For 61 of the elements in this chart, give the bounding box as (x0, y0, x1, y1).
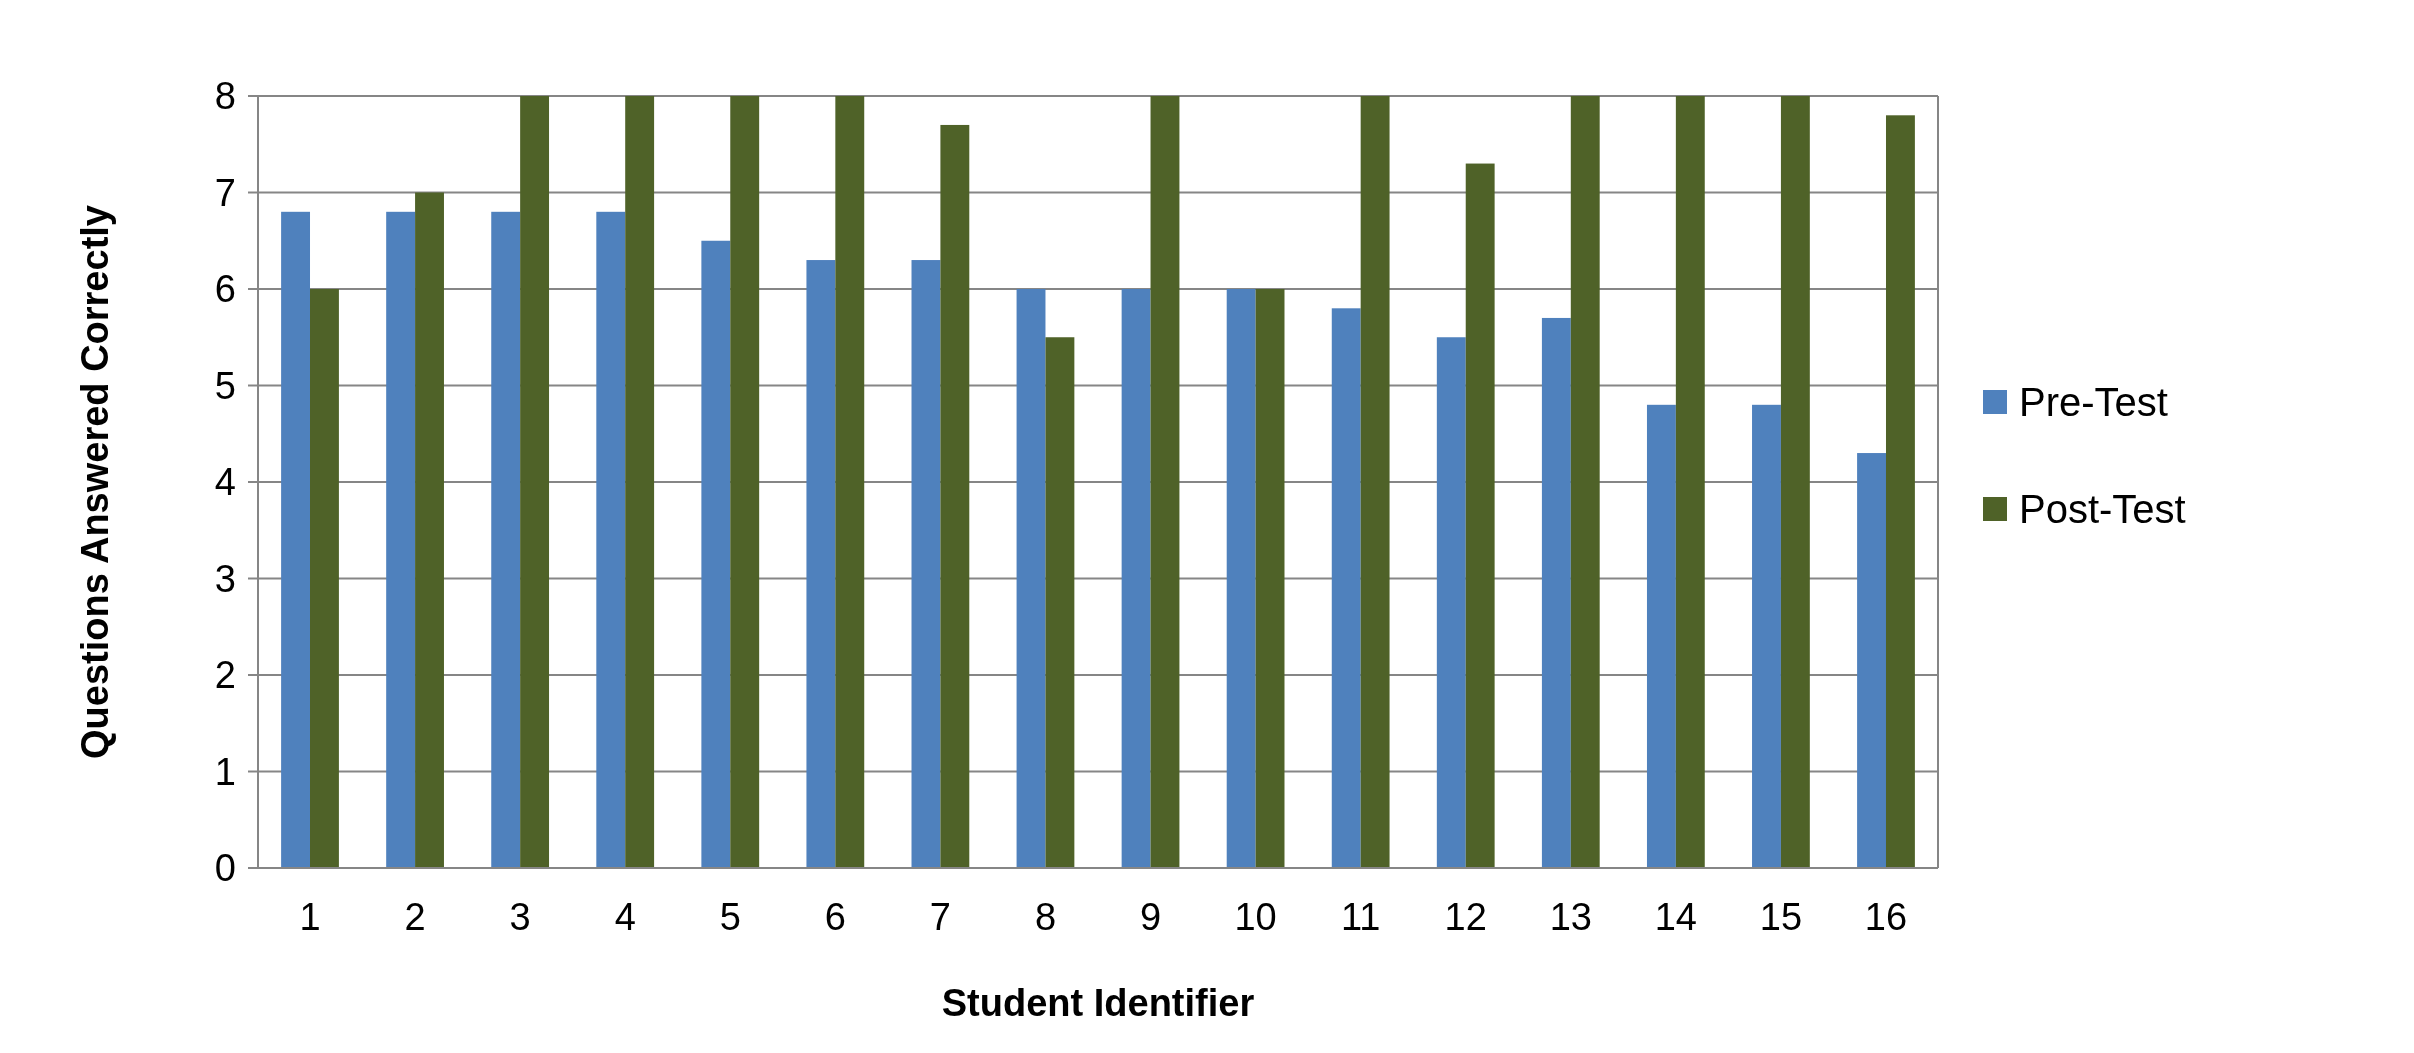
legend-label: Post-Test (2019, 487, 2186, 531)
bar (1465, 163, 1495, 868)
y-tick-label: 3 (214, 557, 236, 600)
y-axis-title: Questions Answered Correctly (74, 205, 116, 759)
bar (1255, 289, 1285, 868)
bar (625, 96, 655, 868)
bar (1045, 337, 1075, 868)
x-tick-label: 3 (509, 896, 531, 938)
y-tick-label: 8 (214, 75, 236, 118)
x-tick-label: 6 (824, 896, 846, 938)
bar (1675, 96, 1705, 868)
bar (520, 96, 550, 868)
y-tick-label: 0 (214, 847, 236, 890)
bar (596, 211, 626, 868)
y-tick-label: 4 (214, 461, 236, 504)
x-tick-label: 10 (1234, 896, 1277, 938)
bar (415, 192, 444, 868)
legend-label: Pre-Test (2019, 380, 2168, 424)
bar (940, 124, 970, 868)
bar (1226, 289, 1256, 868)
bar (1752, 404, 1781, 868)
y-tick-label: 2 (214, 654, 236, 697)
x-tick-label: 13 (1549, 896, 1592, 938)
bar (1360, 96, 1390, 868)
bar (701, 240, 731, 868)
y-tick-label: 1 (214, 750, 236, 793)
x-tick-label: 1 (299, 896, 321, 938)
bar (310, 289, 339, 868)
x-tick-label: 5 (719, 896, 741, 938)
y-tick-label: 5 (214, 364, 236, 407)
bar (1150, 96, 1180, 868)
bar (1016, 289, 1046, 868)
x-tick-label: 12 (1444, 896, 1487, 938)
bar (835, 96, 865, 868)
y-tick-label: 7 (214, 171, 236, 214)
bar (1121, 289, 1151, 868)
bar (1331, 308, 1361, 868)
bar (386, 211, 416, 868)
x-tick-label: 16 (1864, 896, 1908, 938)
x-tick-label: 4 (614, 896, 636, 938)
y-tick-label: 6 (214, 268, 236, 311)
bar (491, 211, 521, 868)
x-tick-label: 15 (1759, 896, 1803, 938)
bar (1646, 404, 1676, 868)
bar (1570, 96, 1600, 868)
x-tick-label: 7 (929, 896, 951, 938)
x-tick-label: 2 (404, 896, 426, 938)
bar (281, 211, 311, 868)
bar (911, 260, 941, 868)
x-tick-label: 9 (1139, 896, 1162, 938)
bar (1436, 337, 1466, 868)
x-tick-label: 14 (1654, 896, 1697, 938)
bar (806, 260, 836, 868)
bar (1857, 453, 1886, 868)
x-tick-label: 11 (1340, 896, 1381, 938)
bar (1541, 317, 1571, 868)
bar (1780, 96, 1810, 868)
bar (1885, 115, 1915, 868)
bar (730, 96, 760, 868)
x-tick-label: 8 (1034, 896, 1057, 938)
x-axis-title: Student Identifier (941, 982, 1255, 1024)
